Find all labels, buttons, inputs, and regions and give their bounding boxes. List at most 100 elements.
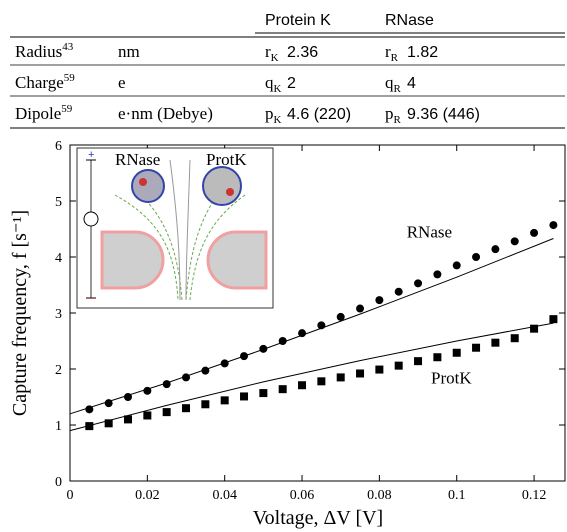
x-tick-label: 0.04: [212, 488, 237, 503]
marker: [85, 405, 94, 414]
marker: [298, 329, 307, 338]
column-header: Protein K: [265, 12, 331, 29]
y-tick-label: 0: [55, 475, 62, 490]
y-tick-label: 4: [55, 251, 62, 266]
marker: [510, 237, 519, 246]
symbol-letter: q: [385, 73, 394, 92]
marker: [414, 357, 423, 366]
inset: + − RNase ProtK: [76, 147, 274, 309]
marker: [356, 304, 365, 313]
symbol-letter: r: [385, 42, 391, 61]
symbol-letter: p: [385, 104, 394, 123]
marker: [220, 359, 229, 368]
marker: [336, 373, 345, 382]
unit: nm: [118, 42, 140, 61]
marker: [85, 422, 94, 431]
x-tick-label: 0.12: [522, 488, 547, 503]
marker: [143, 411, 152, 420]
table-value: 2.36: [287, 44, 318, 61]
table-value: 1.82: [407, 44, 438, 61]
marker: [549, 221, 558, 230]
marker: [452, 348, 461, 357]
table-value: 4.6 (220): [287, 106, 351, 123]
x-tick-label: 0: [67, 488, 74, 503]
plot-area: 0 0.02 0.04 0.06 0.08 0.1 0.12 0 1 2 3 4 5 6 RNase Prot…: [55, 139, 565, 503]
inset-label: ProtK: [206, 150, 247, 169]
marker: [143, 386, 152, 395]
symbol-subscript: R: [394, 114, 402, 126]
symbol: rR: [385, 42, 399, 64]
marker: [182, 404, 191, 413]
series-annotation: RNase: [407, 222, 452, 241]
unit: e·nm (Debye): [118, 104, 213, 123]
marker: [472, 343, 481, 352]
marker: [104, 399, 113, 408]
symbol: qK: [265, 73, 282, 95]
marker: [530, 228, 539, 237]
marker: [394, 361, 403, 370]
table-value: 4: [407, 75, 416, 92]
marker: [356, 369, 365, 378]
series-annotation: ProtK: [431, 369, 472, 388]
unit: e: [118, 73, 126, 92]
symbol-subscript: R: [391, 52, 399, 64]
y-tick-label: 3: [55, 307, 62, 322]
marker: [414, 279, 423, 288]
row-label: Radius43: [15, 41, 74, 61]
marker: [433, 353, 442, 362]
marker: [433, 270, 442, 279]
y-tick-label: 6: [55, 139, 62, 154]
fit-line: [69, 238, 554, 415]
marker: [104, 419, 113, 428]
marker: [124, 393, 133, 401]
marker: [452, 261, 461, 270]
inset-label: RNase: [115, 150, 160, 169]
marker: [375, 365, 384, 374]
marker: [472, 253, 481, 261]
x-tick-label: 0.1: [448, 488, 466, 503]
table-rules: [10, 32, 565, 129]
x-axis-label: Voltage, ΔV [V]: [253, 507, 383, 529]
symbol-subscript: R: [394, 83, 402, 95]
symbol: pK: [265, 104, 282, 126]
marker: [162, 408, 171, 417]
marker: [182, 373, 191, 382]
x-tick-label: 0.08: [367, 488, 392, 503]
symbol: pR: [385, 104, 402, 126]
symbol-subscript: K: [274, 83, 282, 95]
marker: [124, 415, 133, 424]
symbol-letter: q: [265, 73, 274, 92]
marker: [491, 245, 500, 254]
x-tick-label: 0.06: [290, 488, 315, 503]
marker: [240, 392, 249, 401]
table-value: 2: [287, 75, 296, 92]
marker: [259, 344, 268, 353]
marker: [317, 321, 326, 330]
x-tick-label: 0.02: [135, 488, 160, 503]
y-tick-label: 2: [55, 363, 62, 378]
reference: 43: [62, 41, 74, 53]
svg-text:+: +: [88, 149, 94, 161]
symbol-subscript: K: [274, 114, 282, 126]
marker: [201, 366, 210, 375]
marker: [201, 400, 210, 409]
marker: [549, 315, 558, 324]
y-tick-label: 5: [55, 195, 62, 210]
property: Charge: [15, 73, 64, 92]
property: Dipole: [15, 104, 61, 123]
row-label: Dipole59: [15, 103, 73, 123]
row-label: Charge59: [15, 72, 75, 92]
marker: [530, 324, 539, 333]
marker: [510, 334, 519, 343]
fit-line: [69, 322, 554, 432]
marker: [220, 396, 229, 405]
y-tick-label: 1: [55, 419, 62, 434]
svg-text:−: −: [88, 293, 94, 305]
symbol: rK: [265, 42, 279, 64]
reference: 59: [64, 72, 76, 84]
symbol: qR: [385, 73, 402, 95]
marker: [317, 377, 326, 386]
marker: [240, 352, 249, 361]
